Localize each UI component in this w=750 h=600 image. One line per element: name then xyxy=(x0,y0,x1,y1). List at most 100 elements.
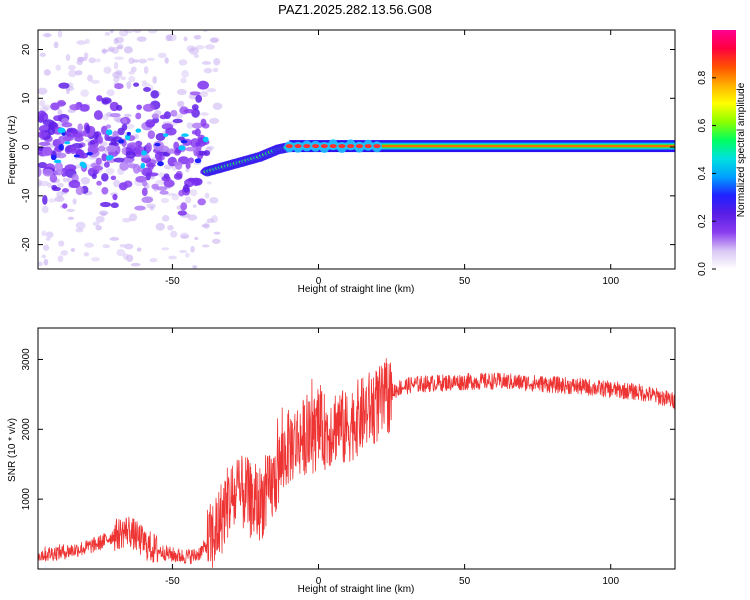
spectrogram-speckle xyxy=(95,225,102,231)
spectrogram-speckle xyxy=(104,32,111,36)
spectrogram-hotspot xyxy=(79,161,86,167)
spectrogram-blob xyxy=(38,131,48,138)
spectrogram-blob xyxy=(47,126,56,136)
spectrogram-x-tick-label: 0 xyxy=(316,276,322,287)
spectrogram-blob xyxy=(127,142,139,149)
spectrogram-speckle xyxy=(42,244,50,251)
spectrogram-speckle xyxy=(75,70,83,76)
spectrogram-speckle xyxy=(164,57,169,64)
spectrogram-blob xyxy=(145,119,155,128)
spectrogram-line-bulge-core xyxy=(329,144,337,149)
spectrogram-hotspot xyxy=(140,162,146,169)
snr-x-ticks: -50 0 50 100 xyxy=(165,328,619,587)
spectrogram-x-tick-label: 100 xyxy=(602,276,619,287)
spectrogram-steady-line xyxy=(284,139,675,154)
spectrogram-speckle xyxy=(165,34,172,42)
spectrogram-x-tick-label: -50 xyxy=(165,276,180,287)
spectrogram-y-tick-label: 20 xyxy=(21,44,32,56)
spectrogram-speckle xyxy=(189,189,198,197)
spectrogram-speckle xyxy=(148,30,158,34)
spectrogram-speckle xyxy=(155,222,165,231)
spectrogram-speckle xyxy=(42,104,51,110)
spectrogram-speckle xyxy=(181,70,189,78)
spectrogram-blob xyxy=(103,161,110,168)
spectrogram-speckle xyxy=(185,252,190,258)
spectrogram-speckle xyxy=(41,205,49,214)
spectrogram-blob xyxy=(189,91,201,96)
spectrogram-line-bulge-core xyxy=(373,144,381,149)
spectrogram-hotspot xyxy=(178,145,186,151)
spectrogram-speckle xyxy=(101,49,109,53)
spectrogram-blob xyxy=(55,152,67,159)
spectrogram-hotspot xyxy=(64,141,71,145)
spectrogram-hotspot xyxy=(126,131,132,136)
spectrogram-speckle xyxy=(57,255,64,263)
colorbar-tick-label: 0.0 xyxy=(697,262,708,276)
spectrogram-speckle xyxy=(55,64,62,71)
spectrogram-hotspot xyxy=(141,150,147,156)
spectrogram-blob xyxy=(69,145,77,155)
spectrogram-blob xyxy=(188,157,195,164)
spectrogram-blob xyxy=(147,162,155,170)
spectrogram-speckle xyxy=(178,59,188,66)
spectrogram-blob xyxy=(121,123,128,131)
spectrogram-blob xyxy=(177,210,187,216)
spectrogram-y-label: Frequency (Hz) xyxy=(7,116,18,185)
spectrogram-speckle xyxy=(167,225,174,231)
spectrogram-speckle xyxy=(199,112,209,116)
snr-y-ticks: 1000 2000 3000 xyxy=(21,348,675,510)
spectrogram-speckle xyxy=(124,30,134,34)
spectrogram-speckle xyxy=(56,191,64,198)
spectrogram-speckle xyxy=(143,66,149,75)
spectrogram-hotspot xyxy=(117,139,125,144)
spectrogram-speckle xyxy=(113,76,120,83)
spectrogram-ramp-segment xyxy=(201,142,294,177)
spectrogram-blob xyxy=(42,195,48,205)
spectrogram-blob xyxy=(77,123,83,132)
spectrogram-blob xyxy=(159,190,169,195)
spectrogram-blob xyxy=(54,162,63,172)
spectrogram-blob xyxy=(200,118,207,127)
spectrogram-blob xyxy=(101,153,108,162)
colorbar-tick-label: 0.8 xyxy=(697,70,708,84)
spectrogram-line-bulge-core xyxy=(364,144,372,149)
spectrogram-scatter-blobs xyxy=(38,30,223,269)
spectrogram-speckle xyxy=(42,33,52,38)
spectrogram-speckle xyxy=(201,61,212,65)
spectrogram-speckle xyxy=(160,197,169,204)
spectrogram-speckle xyxy=(168,255,177,260)
snr-x-label: Height of straight line (km) xyxy=(298,584,415,595)
spectrogram-speckle xyxy=(65,86,71,95)
spectrogram-speckle xyxy=(180,77,187,84)
spectrogram-speckle xyxy=(180,234,190,239)
spectrogram-speckle xyxy=(150,175,155,180)
spectrogram-speckle xyxy=(105,167,115,175)
spectrogram-speckle xyxy=(210,38,219,44)
snr-y-tick-label: 1000 xyxy=(21,488,32,511)
spectrogram-speckle xyxy=(57,30,63,38)
spectrogram-speckle xyxy=(206,181,212,185)
spectrogram-blob xyxy=(97,135,104,144)
spectrogram-speckle xyxy=(161,214,170,222)
spectrogram-speckle xyxy=(38,261,43,267)
snr-x-tick-label: -50 xyxy=(165,576,180,587)
spectrogram-line-bulge-core xyxy=(355,144,363,149)
spectrogram-speckle xyxy=(203,67,213,74)
spectrogram-speckle xyxy=(171,193,179,201)
spectrogram-line-bulge-core xyxy=(338,144,346,149)
spectrogram-speckle xyxy=(83,52,89,60)
spectrogram-speckle xyxy=(54,196,65,203)
spectrogram-x-ticks: -50 0 50 100 xyxy=(165,30,619,287)
spectrogram-blob xyxy=(71,129,79,135)
spectrogram-line-core xyxy=(289,145,675,148)
spectrogram-blob xyxy=(62,203,68,209)
spectrogram-speckle xyxy=(65,54,71,61)
spectrogram-speckle xyxy=(141,82,151,88)
spectrogram-blob xyxy=(110,202,119,209)
spectrogram-y-tick-label: -20 xyxy=(21,237,32,252)
spectrogram-speckle xyxy=(118,30,129,37)
spectrogram-hotspot xyxy=(106,155,113,161)
spectrogram-speckle xyxy=(84,38,90,45)
spectrogram-blob xyxy=(142,103,155,112)
spectrogram-speckle xyxy=(114,56,124,61)
